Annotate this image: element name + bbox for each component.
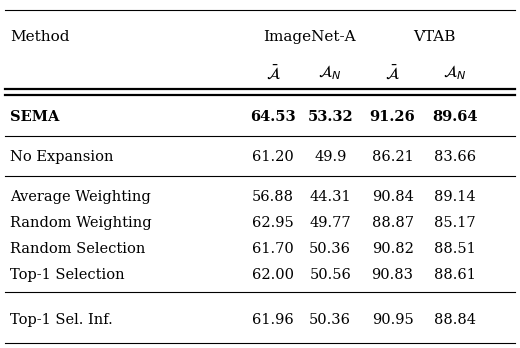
Text: 49.9: 49.9 <box>314 150 346 164</box>
Text: 83.66: 83.66 <box>434 150 476 164</box>
Text: 56.88: 56.88 <box>252 190 294 204</box>
Text: No Expansion: No Expansion <box>10 150 114 164</box>
Text: 61.96: 61.96 <box>252 313 294 327</box>
Text: SEMA: SEMA <box>10 110 60 124</box>
Text: 62.95: 62.95 <box>252 216 294 230</box>
Text: 88.87: 88.87 <box>372 216 413 230</box>
Text: Top-1 Sel. Inf.: Top-1 Sel. Inf. <box>10 313 113 327</box>
Text: $\bar{\mathcal{A}}$: $\bar{\mathcal{A}}$ <box>385 64 400 82</box>
Text: $\mathcal{A}_N$: $\mathcal{A}_N$ <box>318 64 342 82</box>
Text: Method: Method <box>10 30 70 44</box>
Text: 50.36: 50.36 <box>309 242 351 256</box>
Text: 89.14: 89.14 <box>434 190 476 204</box>
Text: 88.84: 88.84 <box>434 313 476 327</box>
Text: 53.32: 53.32 <box>307 110 353 124</box>
Text: ImageNet-A: ImageNet-A <box>263 30 356 44</box>
Text: 62.00: 62.00 <box>252 268 294 282</box>
Text: 50.56: 50.56 <box>309 268 351 282</box>
Text: 86.21: 86.21 <box>372 150 413 164</box>
Text: 50.36: 50.36 <box>309 313 351 327</box>
Text: Random Weighting: Random Weighting <box>10 216 152 230</box>
Text: $\mathcal{A}_N$: $\mathcal{A}_N$ <box>443 64 467 82</box>
Text: 61.70: 61.70 <box>252 242 294 256</box>
Text: 90.95: 90.95 <box>372 313 413 327</box>
Text: Random Selection: Random Selection <box>10 242 146 256</box>
Text: 49.77: 49.77 <box>309 216 351 230</box>
Text: 88.61: 88.61 <box>434 268 476 282</box>
Text: 90.83: 90.83 <box>372 268 413 282</box>
Text: 64.53: 64.53 <box>250 110 296 124</box>
Text: 44.31: 44.31 <box>309 190 351 204</box>
Text: 91.26: 91.26 <box>370 110 415 124</box>
Text: 89.64: 89.64 <box>432 110 478 124</box>
Text: 88.51: 88.51 <box>434 242 476 256</box>
Text: 90.82: 90.82 <box>372 242 413 256</box>
Text: 61.20: 61.20 <box>252 150 294 164</box>
Text: VTAB: VTAB <box>413 30 456 44</box>
Text: Average Weighting: Average Weighting <box>10 190 151 204</box>
Text: $\bar{\mathcal{A}}$: $\bar{\mathcal{A}}$ <box>266 64 280 82</box>
Text: Top-1 Selection: Top-1 Selection <box>10 268 125 282</box>
Text: 90.84: 90.84 <box>372 190 413 204</box>
Text: 85.17: 85.17 <box>434 216 476 230</box>
